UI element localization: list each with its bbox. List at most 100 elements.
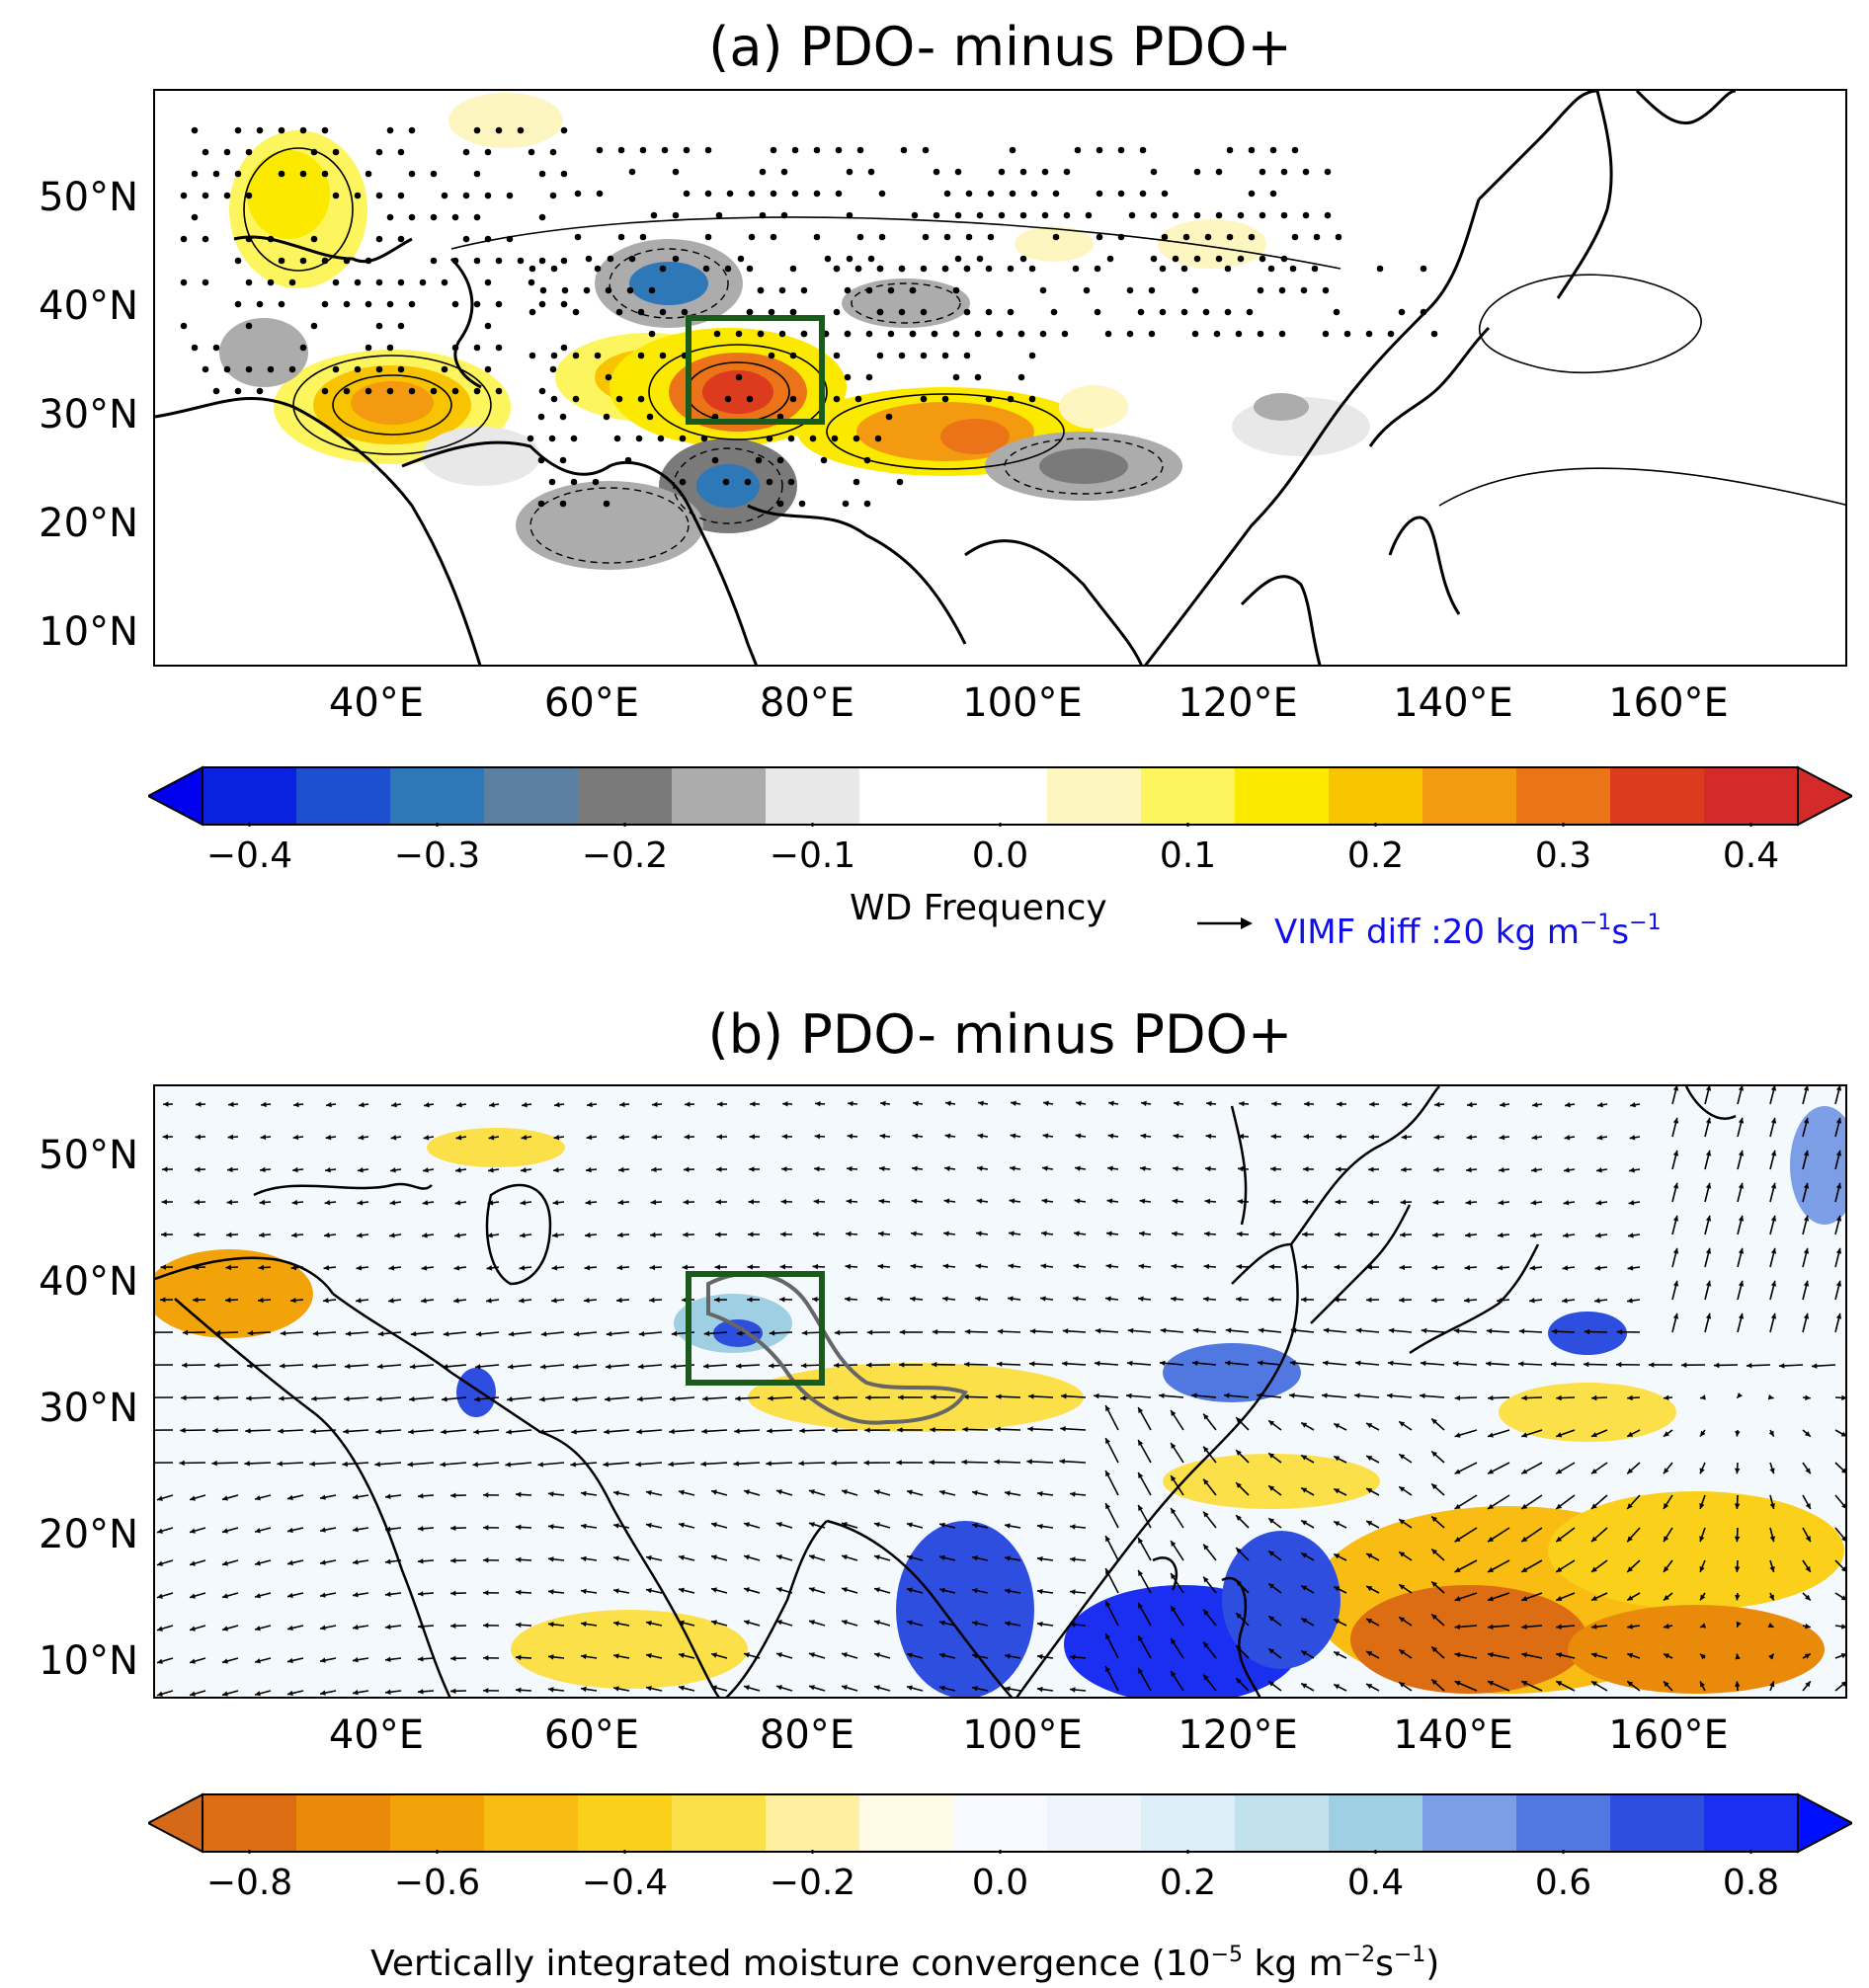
vimf-arrowhead [1769,1536,1775,1543]
vimf-arrowhead [1268,1518,1275,1524]
vimf-arrowhead [195,1134,202,1140]
vimf-arrowhead [1627,1298,1633,1304]
significance-dot [234,387,242,395]
vimf-arrowhead [842,1652,848,1658]
vimf-arrowhead [548,1622,554,1628]
significance-dot [278,126,285,134]
vimf-arrowhead [1804,1653,1811,1659]
vimf-arrowhead [814,1165,820,1172]
vimf-arrowhead [157,1495,163,1501]
significance-dot [766,478,773,486]
vimf-key-label: VIMF diff :20 kg m−1s−1 [1274,911,1662,952]
vimf-arrowhead [1238,1133,1245,1140]
significance-dot [711,413,719,421]
colorbar-tick-label: 0.0 [971,835,1029,876]
vimf-arrowhead [374,1461,380,1468]
vimf-arrowhead [391,1102,397,1108]
significance-dot [1193,255,1201,263]
vimf-arrowhead [1803,1280,1810,1287]
vimf-arrowhead [1138,1635,1144,1642]
vimf-arrowhead [182,1329,189,1336]
vimf-arrowhead [1005,1490,1011,1496]
significance-dot [256,387,264,395]
vimf-arrowhead [779,1264,786,1270]
significance-dot [462,235,470,243]
vimf-arrowhead [617,1232,623,1238]
colorbar-swatch [296,1794,391,1852]
vimf-arrowhead [1303,1134,1310,1140]
anomaly-negative-blob [219,318,308,387]
vimf-arrowhead [1713,1362,1720,1369]
vimf-arrowhead [1563,1233,1569,1238]
vimf-arrowhead [353,1527,359,1533]
vimf-arrowhead [1431,1516,1437,1523]
anomaly-positive-core [351,381,434,425]
vimf-arrowhead [228,1101,234,1108]
panel-b-coastlines [155,1086,1737,1697]
vimf-arrowhead [1434,1101,1440,1108]
vimf-arrowhead [1521,1566,1528,1572]
vimf-arrowhead [522,1101,528,1108]
vimf-arrowhead [898,1362,905,1368]
vimf-arrowhead [1486,1328,1493,1334]
vimf-arrowhead [1010,1133,1016,1139]
vimf-arrowhead [1738,1117,1745,1124]
vimf-arrowhead [776,1652,782,1658]
significance-dot [574,190,582,198]
significance-dot [495,257,503,265]
vimf-arrowhead [995,1426,1001,1432]
vimf-arrowhead [1388,1327,1395,1334]
significance-dot [212,170,220,178]
vimf-arrowhead [1075,1165,1081,1171]
vimf-arrowhead [650,1199,657,1206]
significance-dot [1257,330,1264,338]
vimf-arrowhead [1700,1653,1706,1660]
vimf-arrowhead [1070,1654,1076,1660]
vimf-arrowhead [1105,1263,1112,1269]
vimf-arrowhead [939,1652,945,1659]
significance-dot [375,235,383,243]
vimf-arrowhead [702,1395,708,1402]
significance-dot [1017,373,1025,381]
vimf-arrowhead [1488,1394,1494,1401]
vimf-arrowhead [1401,1166,1407,1173]
panel-b-map [153,1084,1847,1699]
vimf-arrowhead [679,1587,685,1593]
significance-dot [212,344,220,352]
vimf-arrowhead [683,1232,689,1237]
vimf-arrowhead [747,1297,753,1303]
significance-dot [878,190,886,198]
vimf-arrowhead [1805,1468,1811,1474]
vimf-arrowhead [1204,1198,1211,1205]
colorbar-extend-low [148,765,203,827]
vimf-arrowhead [1011,1100,1016,1106]
vimf-arrowhead [516,1556,522,1563]
vimf-arrowhead [258,1264,265,1271]
vimf-arrowhead [1596,1135,1603,1141]
vimf-arrowhead [222,1528,228,1534]
vimf-arrowhead [942,1263,949,1269]
significance-dot [180,278,188,286]
vimf-arrowhead [255,1691,261,1697]
significance-dot [865,373,873,381]
vimf-arrowhead [1399,1454,1406,1460]
vimf-arrowhead [1431,1418,1437,1425]
vimf-arrowhead [1074,1198,1081,1204]
vimf-arrowhead [1105,1536,1111,1543]
vimf-arrowhead [1454,1394,1461,1401]
tibetan-plateau-outline [706,1271,968,1425]
colorbar-swatch [1422,767,1517,825]
significance-dot [310,148,318,156]
vimf-arrowhead [1236,1613,1242,1619]
significance-dot [791,190,799,198]
significance-dot [484,365,492,373]
significance-dot [1224,265,1232,273]
vimf-arrowhead [1171,1410,1177,1416]
vimf-arrowhead [1138,1263,1145,1269]
significance-dot [550,395,558,403]
vimf-arrowhead [1037,1490,1043,1497]
vimf-arrowhead [931,1393,936,1400]
vimf-arrowhead [1268,1551,1275,1556]
significance-dot [867,255,875,263]
significance-dot [1289,265,1297,273]
